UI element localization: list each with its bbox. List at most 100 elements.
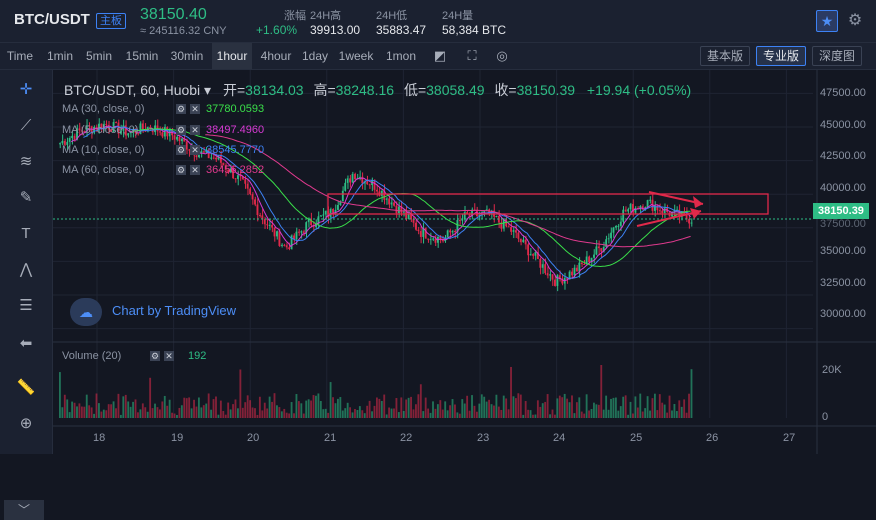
volume-bar xyxy=(202,405,205,418)
view-basic-button[interactable]: 基本版 xyxy=(700,46,751,66)
candle xyxy=(595,246,598,255)
indicators-icon[interactable]: ◩ xyxy=(433,48,447,63)
price-chart[interactable] xyxy=(53,70,876,454)
trendline-icon[interactable]: ⟋ xyxy=(20,117,32,134)
chevron-down-icon[interactable]: ﹀ xyxy=(4,500,44,520)
ma5-settings-icon[interactable]: ⚙ xyxy=(176,125,186,135)
tf-15min[interactable]: 15min xyxy=(125,49,159,63)
ma10-label[interactable]: MA (10, close, 0) xyxy=(62,144,145,156)
volume-bar xyxy=(556,398,559,418)
settings-gear-icon[interactable]: ⚙ xyxy=(847,12,863,29)
pattern-icon[interactable]: ⋀ xyxy=(19,261,33,278)
date-tick: 25 xyxy=(630,432,643,444)
volume-settings-icon[interactable]: ⚙ xyxy=(150,351,160,361)
tf-time[interactable]: Time xyxy=(6,49,34,63)
ma60-settings-icon[interactable]: ⚙ xyxy=(176,165,186,175)
tf-1week[interactable]: 1week xyxy=(338,49,374,63)
screenshot-icon[interactable]: ◎ xyxy=(496,48,508,63)
candle xyxy=(197,153,200,158)
volume-close-icon[interactable]: ✕ xyxy=(164,351,174,361)
candle xyxy=(556,275,559,286)
candle xyxy=(505,219,508,227)
volume-bar xyxy=(558,395,561,418)
ma30-label[interactable]: MA (30, close, 0) xyxy=(62,103,145,115)
volume-bar xyxy=(76,406,78,418)
volume-bar xyxy=(639,393,642,418)
volume-bar xyxy=(319,400,322,418)
volume-bar xyxy=(324,408,327,418)
legend-low: 38058.49 xyxy=(426,82,485,98)
ma10-close-icon[interactable]: ✕ xyxy=(190,145,200,155)
candle xyxy=(388,198,391,205)
text-icon[interactable]: T xyxy=(21,225,31,242)
volume-label[interactable]: Volume (20) xyxy=(62,350,122,362)
ma5-close-icon[interactable]: ✕ xyxy=(190,125,200,135)
favorite-star-icon[interactable]: ★ xyxy=(816,10,838,32)
date-tick: 27 xyxy=(783,432,796,444)
candle xyxy=(495,216,498,218)
volume-bar xyxy=(212,399,215,418)
candle xyxy=(417,229,420,232)
volume-bar xyxy=(227,402,230,418)
volume-bar xyxy=(85,394,88,418)
ma60-label[interactable]: MA (60, close, 0) xyxy=(62,164,145,176)
volume-bar xyxy=(234,399,237,418)
volume-bar xyxy=(532,414,534,418)
candle xyxy=(180,138,183,142)
volume-bar xyxy=(688,393,690,418)
tf-1hour[interactable]: 1hour xyxy=(212,43,252,69)
tf-4hour[interactable]: 4hour xyxy=(260,49,292,63)
tf-1day[interactable]: 1day xyxy=(301,49,329,63)
ruler-icon[interactable]: 📏 xyxy=(16,379,36,396)
ma10-settings-icon[interactable]: ⚙ xyxy=(176,145,186,155)
zoom-in-icon[interactable]: ⊕ xyxy=(19,415,33,432)
volume-bar xyxy=(273,393,276,418)
ma5-label[interactable]: MA (5, close, 0) xyxy=(62,124,139,136)
volume-bar xyxy=(571,395,573,418)
volume-bar xyxy=(415,404,417,418)
candle xyxy=(149,127,152,130)
tf-5min[interactable]: 5min xyxy=(85,49,112,63)
candle xyxy=(446,230,449,238)
crosshair-icon[interactable]: ✛ xyxy=(19,81,33,98)
candle xyxy=(610,232,612,239)
volume-bar xyxy=(653,393,656,418)
measure-icon[interactable]: ☰ xyxy=(19,297,33,314)
volume-bar xyxy=(546,394,549,418)
legend-close: 38150.39 xyxy=(516,82,576,98)
view-depth-button[interactable]: 深度图 xyxy=(812,46,863,66)
candle xyxy=(83,131,86,133)
ma30-settings-icon[interactable]: ⚙ xyxy=(176,104,186,114)
fib-icon[interactable]: ≋ xyxy=(19,153,33,170)
volume-bar xyxy=(266,408,269,418)
fullscreen-icon[interactable]: ⛶ xyxy=(467,48,477,63)
price-tick: 40000.00 xyxy=(820,182,866,194)
tradingview-watermark[interactable]: Chart by TradingView xyxy=(112,303,237,318)
volume-bar xyxy=(632,413,634,418)
candle xyxy=(346,178,349,183)
last-price: 38150.40 xyxy=(140,6,207,23)
volume-bar xyxy=(183,397,186,418)
brush-icon[interactable]: ✎ xyxy=(19,189,33,206)
volume-bar xyxy=(200,407,203,418)
tradingview-logo-icon[interactable]: ☁ xyxy=(70,298,102,326)
view-pro-button[interactable]: 专业版 xyxy=(756,46,807,66)
back-arrow-icon[interactable]: ⬅ xyxy=(19,335,33,352)
tf-1min[interactable]: 1min xyxy=(46,49,73,63)
stat-label-change: 涨幅 xyxy=(284,10,306,22)
volume-bar xyxy=(471,395,473,418)
candle xyxy=(522,239,525,243)
pair-name[interactable]: BTC/USDT xyxy=(14,11,90,28)
candle xyxy=(349,178,352,183)
candle xyxy=(361,176,364,184)
legend-symbol[interactable]: BTC/USDT, 60, Huobi xyxy=(64,82,201,98)
volume-bar xyxy=(285,412,288,418)
tf-1mon[interactable]: 1mon xyxy=(385,49,417,63)
ma60-close-icon[interactable]: ✕ xyxy=(190,165,200,175)
ma30-close-icon[interactable]: ✕ xyxy=(190,104,200,114)
candle xyxy=(315,224,317,227)
cny-price: ≈ 245116.32 CNY xyxy=(140,25,227,37)
candle xyxy=(341,190,344,202)
tf-30min[interactable]: 30min xyxy=(170,49,204,63)
candle xyxy=(376,189,378,192)
